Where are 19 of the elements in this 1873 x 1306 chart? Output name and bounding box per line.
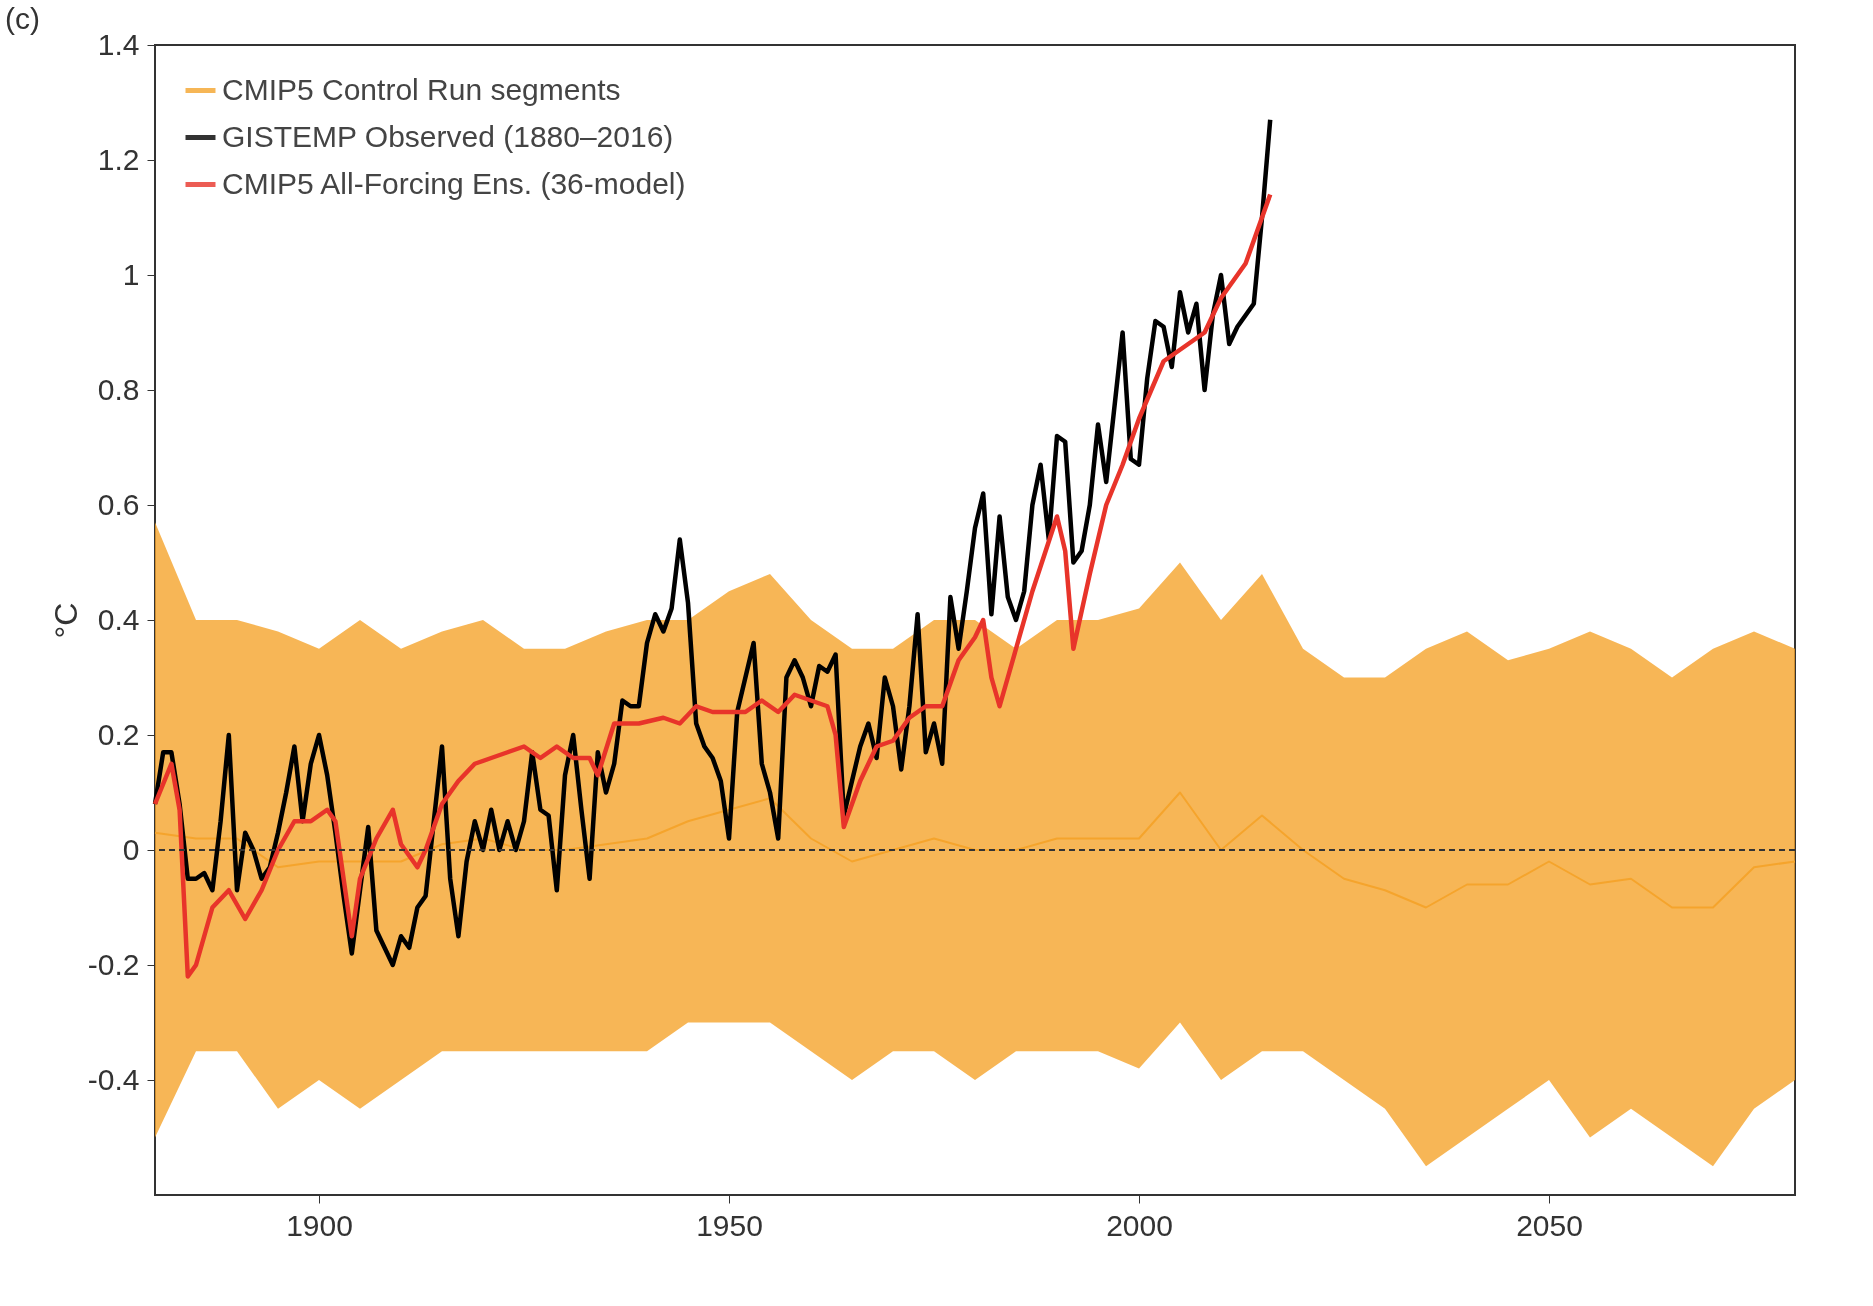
y-tick-label: 1.4 — [97, 27, 140, 61]
y-tick-label: 0.4 — [97, 602, 140, 636]
y-tick-label: 0.8 — [97, 372, 140, 406]
y-tick-label: -0.4 — [87, 1062, 140, 1096]
y-tick-label: 1.2 — [97, 142, 140, 176]
x-tick-label: 1950 — [696, 1208, 763, 1242]
legend-label: CMIP5 All-Forcing Ens. (36-model) — [222, 166, 686, 200]
y-axis-title: °C — [47, 602, 84, 639]
y-tick-label: -0.2 — [87, 947, 140, 981]
legend-label: CMIP5 Control Run segments — [222, 72, 621, 106]
y-tick-label: 1 — [122, 257, 140, 291]
legend-label: GISTEMP Observed (1880–2016) — [222, 119, 674, 153]
x-tick-label: 2000 — [1106, 1208, 1173, 1242]
y-tick-label: 0.2 — [97, 717, 140, 751]
y-tick-label: 0 — [122, 832, 140, 866]
y-tick-label: 0.6 — [97, 487, 140, 521]
text: (c) — [5, 2, 40, 35]
x-tick-label: 1900 — [286, 1208, 353, 1242]
x-tick-label: 2050 — [1516, 1208, 1583, 1242]
